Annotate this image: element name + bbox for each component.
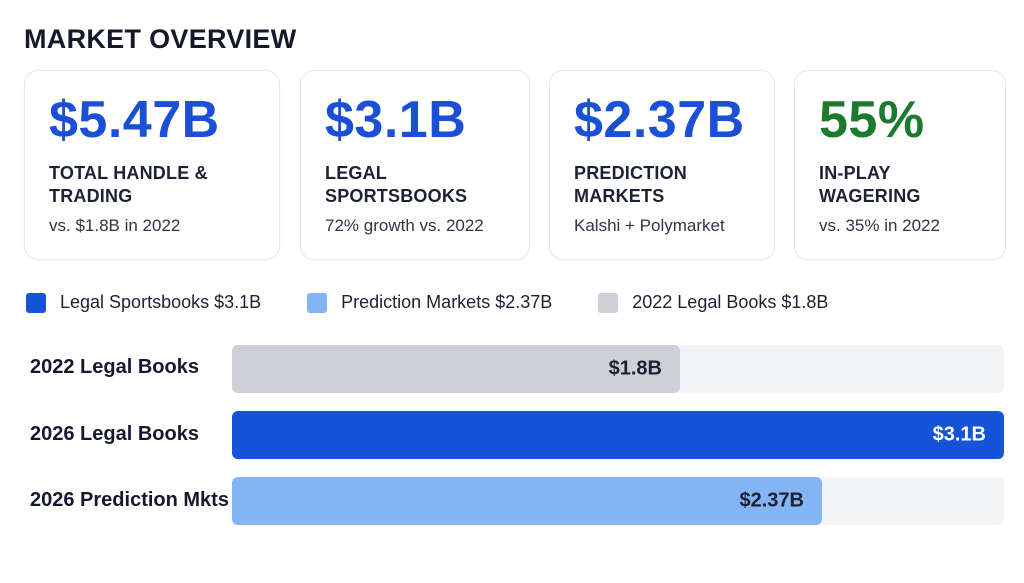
stat-value: $5.47B	[49, 91, 220, 149]
stat-card-total-handle: $5.47B TOTAL HANDLE & TRADING vs. $1.8B …	[24, 70, 280, 260]
bar-track: $1.8B	[232, 345, 1004, 393]
stat-note: Kalshi + Polymarket	[574, 216, 725, 236]
bar-track: $3.1B	[232, 411, 1004, 459]
bar-2022-legal-books: $1.8B	[232, 345, 680, 393]
stat-value: $2.37B	[574, 91, 745, 149]
bar-2026-legal-books: $3.1B	[232, 411, 1004, 459]
legend-label: 2022 Legal Books $1.8B	[632, 292, 829, 312]
legend-item-legal-sportsbooks: Legal Sportsbooks $3.1B	[26, 292, 261, 313]
legend-swatch	[26, 292, 46, 313]
chart-legend: Legal Sportsbooks $3.1B Prediction Marke…	[26, 292, 874, 313]
stat-note: vs. 35% in 2022	[819, 216, 940, 236]
page-title: MARKET OVERVIEW	[24, 24, 297, 54]
bar-track: $2.37B	[232, 477, 1004, 525]
legend-label: Prediction Markets $2.37B	[341, 292, 553, 312]
stat-value: $3.1B	[325, 91, 467, 149]
bar-category-label: 2026 Prediction Mkts	[30, 489, 229, 511]
stat-label: IN-PLAY WAGERING	[819, 162, 921, 206]
legend-swatch	[598, 292, 619, 313]
stat-label: LEGAL SPORTSBOOKS	[325, 162, 468, 206]
bar-value-label: $2.37B	[739, 489, 805, 512]
legend-label: Legal Sportsbooks $3.1B	[60, 292, 262, 312]
legend-swatch	[307, 292, 328, 313]
legend-item-2022-legal-books: 2022 Legal Books $1.8B	[598, 292, 828, 313]
legend-item-prediction-markets: Prediction Markets $2.37B	[307, 292, 552, 313]
bar-2026-prediction-mkts: $2.37B	[232, 477, 822, 525]
stat-card-legal-sportsbooks: $3.1B LEGAL SPORTSBOOKS 72% growth vs. 2…	[300, 70, 530, 260]
bar-value-label: $3.1B	[932, 423, 986, 446]
bar-value-label: $1.8B	[608, 357, 662, 380]
stat-value: 55%	[819, 91, 925, 149]
stat-note: 72% growth vs. 2022	[325, 216, 484, 236]
bar-category-label: 2022 Legal Books	[30, 356, 199, 378]
stat-note: vs. $1.8B in 2022	[49, 216, 181, 236]
stat-label: PREDICTION MARKETS	[574, 162, 688, 206]
stat-card-prediction-markets: $2.37B PREDICTION MARKETS Kalshi + Polym…	[549, 70, 775, 260]
stat-card-in-play-wagering: 55% IN-PLAY WAGERING vs. 35% in 2022	[794, 70, 1006, 260]
bar-category-label: 2026 Legal Books	[30, 423, 199, 445]
stat-label: TOTAL HANDLE & TRADING	[49, 162, 208, 206]
